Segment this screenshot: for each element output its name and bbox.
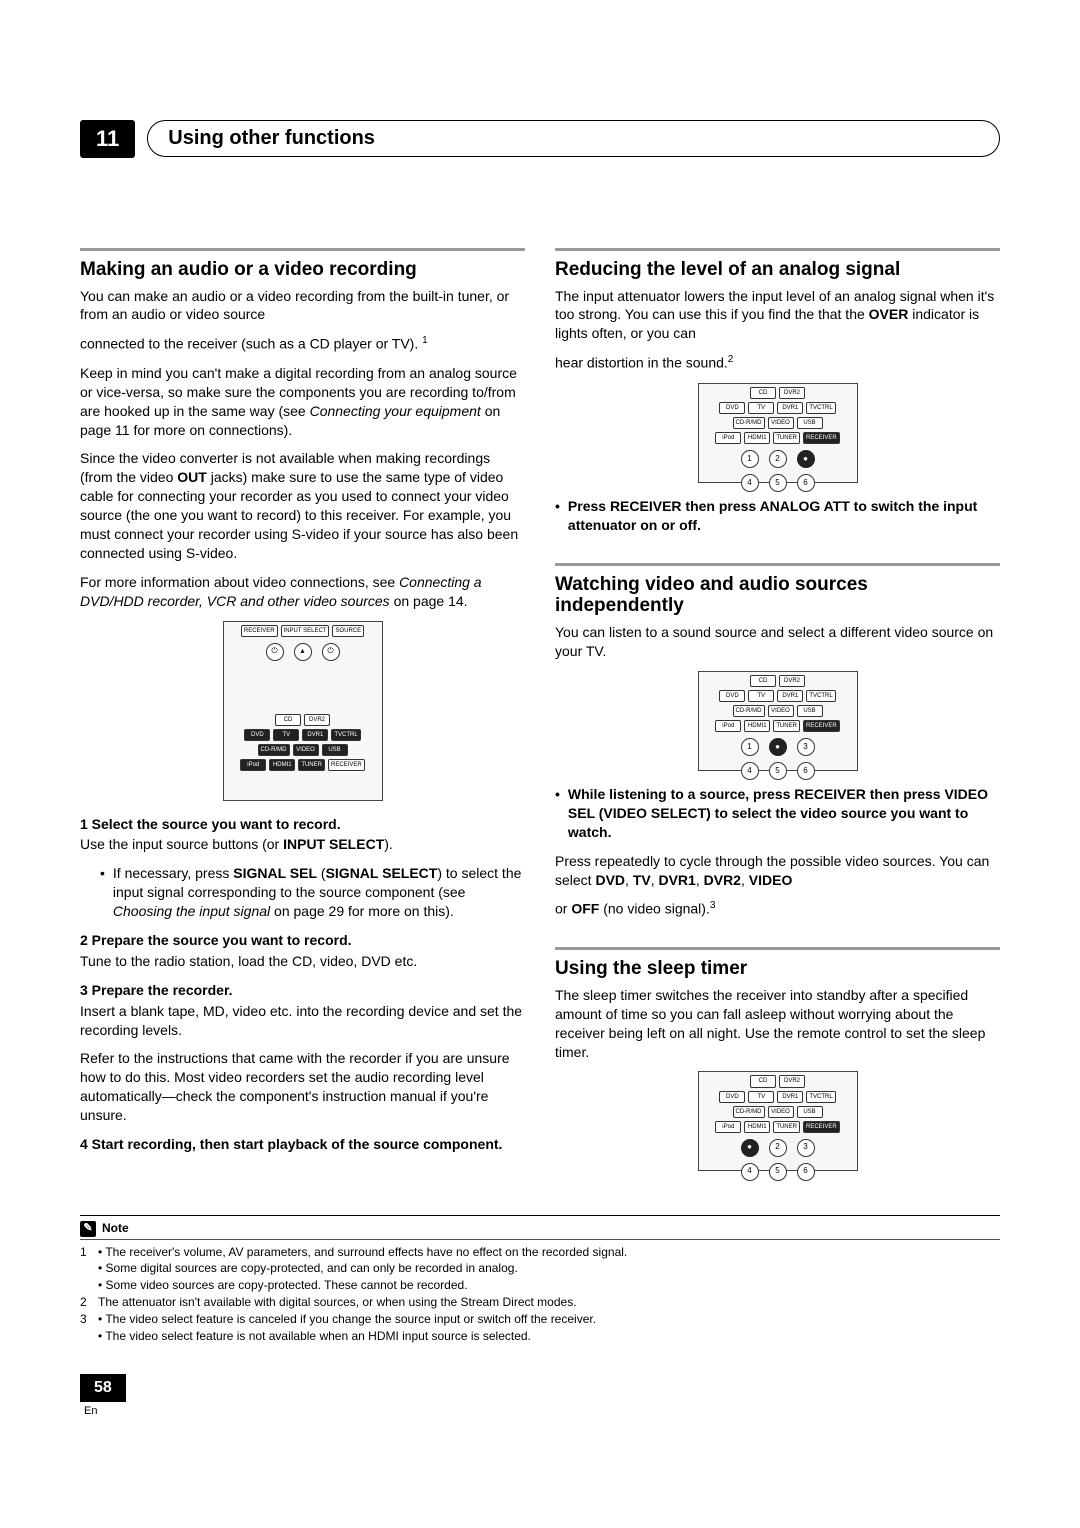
- bullet-item: If necessary, press SIGNAL SEL (SIGNAL S…: [100, 864, 525, 921]
- footnote-ref-3: 3: [710, 900, 716, 911]
- step-3-title: 3 Prepare the recorder.: [80, 981, 525, 1000]
- notes-list: 1• The receiver's volume, AV parameters,…: [80, 1244, 1000, 1345]
- paragraph: The input attenuator lowers the input le…: [555, 287, 1000, 344]
- section-heading-sleep: Using the sleep timer: [555, 958, 1000, 980]
- paragraph: Use the input source buttons (or INPUT S…: [80, 835, 525, 854]
- bullet-list: If necessary, press SIGNAL SEL (SIGNAL S…: [100, 864, 525, 921]
- note-1b: • Some digital sources are copy-protecte…: [80, 1260, 1000, 1277]
- note-1c: • Some video sources are copy-protected.…: [80, 1277, 1000, 1294]
- section-divider: [80, 248, 525, 251]
- sleep-icon: ●: [741, 1139, 759, 1157]
- note-3: 3• The video select feature is canceled …: [80, 1311, 1000, 1328]
- content-columns: Making an audio or a video recording You…: [80, 248, 1000, 1186]
- analog-att-icon: ●: [797, 450, 815, 468]
- note-label: Note: [102, 1220, 129, 1236]
- left-column: Making an audio or a video recording You…: [80, 248, 525, 1186]
- note-3b: • The video select feature is not availa…: [80, 1328, 1000, 1345]
- section-divider: [555, 248, 1000, 251]
- chapter-title-pill: Using other functions: [147, 120, 1000, 157]
- note-2: 2The attenuator isn't available with dig…: [80, 1294, 1000, 1311]
- paragraph: Keep in mind you can't make a digital re…: [80, 364, 525, 440]
- remote-illustration-sleep: CD DVR2 DVD TV DVR1 TVCTRL CD-R/MD VIDEO…: [698, 1071, 858, 1171]
- right-column: Reducing the level of an analog signal T…: [555, 248, 1000, 1186]
- note-1: 1• The receiver's volume, AV parameters,…: [80, 1244, 1000, 1261]
- page-language: En: [84, 1404, 1000, 1419]
- section-divider: [555, 563, 1000, 566]
- video-sel-icon: ●: [769, 738, 787, 756]
- paragraph: Refer to the instructions that came with…: [80, 1049, 525, 1125]
- chapter-header: 11 Using other functions: [80, 120, 1000, 158]
- bullet-icon: [555, 785, 560, 842]
- section-heading-analog: Reducing the level of an analog signal: [555, 259, 1000, 281]
- section-heading-recording: Making an audio or a video recording: [80, 259, 525, 281]
- paragraph: You can listen to a sound source and sel…: [555, 623, 1000, 661]
- bullet-list: Press RECEIVER then press ANALOG ATT to …: [555, 497, 1000, 535]
- paragraph: Since the video converter is not availab…: [80, 449, 525, 562]
- paragraph: hear distortion in the sound.2: [555, 353, 1000, 373]
- bullet-icon: [555, 497, 560, 535]
- step-1-title: 1 Select the source you want to record.: [80, 815, 525, 834]
- bullet-item: While listening to a source, press RECEI…: [555, 785, 1000, 842]
- page-number: 58: [80, 1374, 126, 1402]
- paragraph: Insert a blank tape, MD, video etc. into…: [80, 1002, 525, 1040]
- footnote-ref-1: 1: [422, 335, 428, 346]
- bullet-icon: [100, 864, 105, 921]
- paragraph: Press repeatedly to cycle through the po…: [555, 852, 1000, 890]
- remote-illustration-large: RECEIVER INPUT SELECT SOURCE ⏻ ▴ ⏻ CD DV…: [223, 621, 383, 801]
- bullet-item: Press RECEIVER then press ANALOG ATT to …: [555, 497, 1000, 535]
- remote-illustration-video: CD DVR2 DVD TV DVR1 TVCTRL CD-R/MD VIDEO…: [698, 671, 858, 771]
- paragraph: connected to the receiver (such as a CD …: [80, 334, 525, 354]
- section-divider: [555, 947, 1000, 950]
- paragraph: You can make an audio or a video recordi…: [80, 287, 525, 325]
- remote-illustration-analog: CD DVR2 DVD TV DVR1 TVCTRL CD-R/MD VIDEO…: [698, 383, 858, 483]
- paragraph: or OFF (no video signal).3: [555, 899, 1000, 919]
- paragraph: For more information about video connect…: [80, 573, 525, 611]
- page-footer: 58 En: [80, 1374, 1000, 1418]
- paragraph: The sleep timer switches the receiver in…: [555, 986, 1000, 1062]
- section-heading-watching: Watching video and audio sources indepen…: [555, 574, 1000, 618]
- bullet-list: While listening to a source, press RECEI…: [555, 785, 1000, 842]
- note-header: ✎ Note: [80, 1216, 1000, 1239]
- note-icon: ✎: [80, 1221, 96, 1237]
- chapter-title: Using other functions: [168, 125, 375, 152]
- footnote-ref-2: 2: [728, 354, 734, 365]
- paragraph: Tune to the radio station, load the CD, …: [80, 952, 525, 971]
- step-2-title: 2 Prepare the source you want to record.: [80, 931, 525, 950]
- step-4-title: 4 Start recording, then start playback o…: [80, 1135, 525, 1154]
- chapter-number: 11: [80, 120, 135, 158]
